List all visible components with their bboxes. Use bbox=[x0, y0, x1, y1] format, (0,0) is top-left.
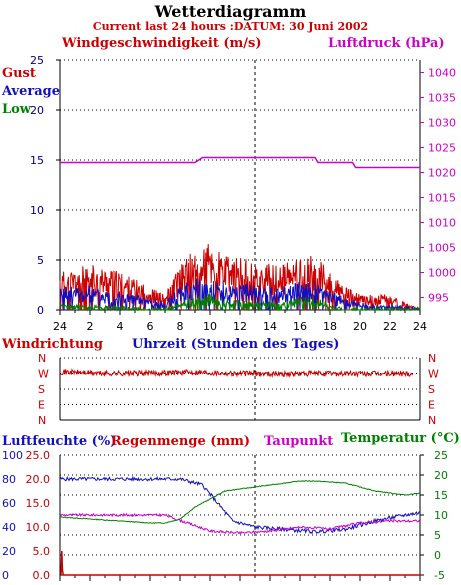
direction-right-tick-label: E bbox=[428, 399, 435, 412]
pressure-tick-label: 1010 bbox=[428, 217, 456, 230]
humidity-label: Luftfeuchte (%) bbox=[2, 434, 117, 449]
wind-y-tick-label: 5 bbox=[37, 254, 44, 267]
time-axis-label: Uhrzeit (Stunden des Tages) bbox=[132, 337, 340, 352]
temperature-label: Temperatur (°C) bbox=[341, 431, 460, 446]
direction-right-tick-label: N bbox=[428, 414, 436, 427]
low-series-line bbox=[59, 294, 421, 312]
direction-left-tick-label: S bbox=[38, 383, 45, 396]
rain-tick-label: 25.0 bbox=[26, 449, 51, 462]
direction-right-tick-label: S bbox=[428, 383, 435, 396]
temperature-tick-label: 15 bbox=[434, 489, 448, 502]
pressure-tick-label: 1035 bbox=[428, 92, 456, 105]
wind-x-tick-label: 6 bbox=[147, 320, 154, 333]
rain-tick-label: 20.0 bbox=[26, 473, 51, 486]
rain-series-line bbox=[60, 550, 421, 576]
wind-x-tick-label: 4 bbox=[117, 320, 124, 333]
pressure-label: Luftdruck (hPa) bbox=[328, 36, 445, 51]
wind-y-tick-label: 25 bbox=[30, 54, 44, 67]
pressure-tick-label: 1030 bbox=[428, 117, 456, 130]
wind-x-tick-label: 10 bbox=[203, 320, 217, 333]
wind-direction-label: Windrichtung bbox=[2, 337, 104, 352]
rain-tick-label: 15.0 bbox=[26, 497, 51, 510]
gust-series-line bbox=[59, 243, 421, 312]
wind-x-tick-label: 16 bbox=[293, 320, 307, 333]
legend-average: Average bbox=[2, 84, 61, 99]
direction-right-tick-label: W bbox=[428, 368, 439, 381]
wind-direction-series-line bbox=[60, 368, 413, 379]
wind-x-tick-label: 12 bbox=[233, 320, 247, 333]
wind-x-tick-label: 8 bbox=[177, 320, 184, 333]
wind-x-tick-label: 14 bbox=[263, 320, 277, 333]
direction-left-tick-label: E bbox=[38, 399, 45, 412]
pressure-tick-label: 1000 bbox=[428, 267, 456, 280]
pressure-tick-label: 1040 bbox=[428, 67, 456, 80]
temperature-series-line bbox=[59, 480, 421, 525]
wind-y-tick-label: 10 bbox=[30, 204, 44, 217]
humidity-tick-label: 0 bbox=[2, 569, 9, 582]
pressure-tick-label: 995 bbox=[428, 292, 449, 305]
rain-tick-label: 5.0 bbox=[33, 545, 51, 558]
pressure-tick-label: 1025 bbox=[428, 142, 456, 155]
legend-gust: Gust bbox=[2, 66, 36, 81]
wind-x-tick-label: 18 bbox=[323, 320, 337, 333]
legend-low: Low bbox=[2, 102, 32, 117]
wind-x-tick-label: 22 bbox=[383, 320, 397, 333]
direction-left-tick-label: N bbox=[38, 414, 46, 427]
humidity-tick-label: 40 bbox=[2, 521, 16, 534]
direction-right-tick-label: N bbox=[428, 352, 436, 365]
temperature-tick-label: 0 bbox=[434, 549, 441, 562]
pressure-series-line bbox=[60, 156, 420, 169]
temperature-tick-label: 25 bbox=[434, 449, 448, 462]
rain-tick-label: 0.0 bbox=[33, 569, 51, 582]
temperature-label-text: Temperatur ( bbox=[341, 431, 437, 446]
dewpoint-label: Taupunkt bbox=[264, 434, 334, 449]
humidity-tick-label: 60 bbox=[2, 497, 16, 510]
direction-left-tick-label: N bbox=[38, 352, 46, 365]
wind-y-tick-label: 20 bbox=[30, 104, 44, 117]
temperature-tick-label: -5 bbox=[434, 569, 445, 582]
pressure-tick-label: 1005 bbox=[428, 242, 456, 255]
humidity-tick-label: 20 bbox=[2, 545, 16, 558]
wind-x-tick-label: 24 bbox=[53, 320, 67, 333]
temperature-tick-label: 5 bbox=[434, 529, 441, 542]
pressure-tick-label: 1015 bbox=[428, 192, 456, 205]
temperature-label-unit: °C) bbox=[436, 431, 460, 446]
wind-x-tick-label: 2 bbox=[87, 320, 94, 333]
direction-left-tick-label: W bbox=[38, 368, 49, 381]
wind-x-tick-label: 20 bbox=[353, 320, 367, 333]
average-series-line bbox=[59, 278, 421, 312]
rain-label: Regenmenge (mm) bbox=[111, 434, 251, 449]
chart-subtitle: Current last 24 hours :DATUM: 30 Juni 20… bbox=[92, 20, 369, 33]
wind-y-tick-label: 15 bbox=[30, 154, 44, 167]
humidity-tick-label: 80 bbox=[2, 473, 16, 486]
humidity-tick-label: 100 bbox=[2, 449, 23, 462]
wind-y-tick-label: 0 bbox=[37, 304, 44, 317]
wind-speed-label: Windgeschwindigkeit (m/s) bbox=[62, 36, 262, 51]
rain-tick-label: 10.0 bbox=[26, 521, 51, 534]
wind-x-tick-label: 24 bbox=[413, 320, 427, 333]
pressure-tick-label: 1020 bbox=[428, 167, 456, 180]
dewpoint-series-line bbox=[59, 512, 421, 535]
humidity-series-line bbox=[59, 475, 421, 535]
temperature-tick-label: 20 bbox=[434, 469, 448, 482]
chart-title: Wetterdiagramm bbox=[154, 2, 307, 21]
temperature-tick-label: 10 bbox=[434, 509, 448, 522]
